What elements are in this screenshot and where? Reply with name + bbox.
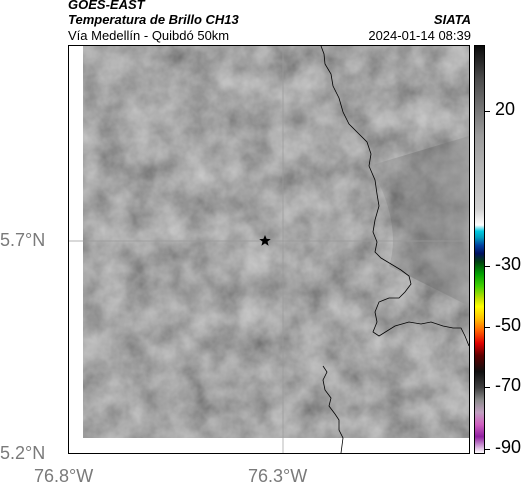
colorbar-label--50: -50 bbox=[495, 315, 522, 335]
colorbar-label--90: -90 bbox=[495, 437, 522, 457]
colorbar bbox=[474, 45, 485, 454]
municipal-boundary bbox=[322, 365, 344, 453]
lat-label-5.7: 5.7°N bbox=[0, 230, 46, 250]
satellite-title: GOES-EAST bbox=[68, 0, 145, 12]
lon-label-76.8: 76.8°W bbox=[34, 466, 94, 486]
colorbar-tick bbox=[485, 387, 490, 388]
mountain-highlight bbox=[369, 136, 469, 306]
map-canvas bbox=[69, 46, 469, 453]
product-title: Temperatura de Brillo CH13 bbox=[68, 12, 239, 27]
satellite-map[interactable] bbox=[68, 45, 470, 454]
lat-label-5.2: 5.2°N bbox=[0, 443, 46, 463]
colorbar-tick bbox=[485, 449, 490, 450]
org-label: SIATA bbox=[433, 12, 471, 27]
colorbar-label-20: 20 bbox=[495, 99, 516, 119]
datetime-label: 2024-01-14 08:39 bbox=[368, 28, 471, 43]
colorbar-label--70: -70 bbox=[495, 375, 522, 395]
colorbar-label--30: -30 bbox=[495, 254, 522, 274]
star-marker bbox=[259, 235, 271, 246]
region-subtitle: Vía Medellín - Quibdó 50km bbox=[68, 28, 230, 43]
colorbar-tick bbox=[485, 111, 490, 112]
colorbar-tick bbox=[485, 327, 490, 328]
colorbar-tick bbox=[485, 266, 490, 267]
lon-label-76.3: 76.3°W bbox=[248, 466, 308, 486]
department-boundary bbox=[320, 46, 469, 347]
